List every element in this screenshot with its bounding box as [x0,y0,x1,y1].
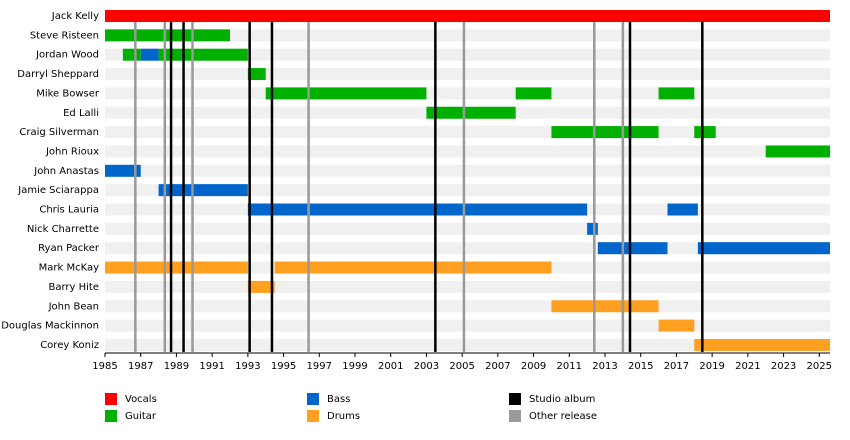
member-label: Chris Lauria [39,205,99,216]
period-bar [426,106,516,119]
period-bar [274,261,552,274]
period-bar [551,126,659,139]
x-tick-label: 1991 [199,361,224,372]
row-stripe [105,300,830,313]
period-bar [158,184,248,197]
x-tick-label: 2007 [485,361,510,372]
period-bar [158,48,248,61]
member-label: Jordan Wood [35,50,99,61]
x-tick-label: 2017 [664,361,689,372]
legend-swatch [509,393,521,405]
period-bar [515,87,552,100]
legend-label: Bass [327,394,350,405]
legend-label: Drums [327,411,360,422]
x-tick-label: 1997 [307,361,332,372]
member-label: John Bean [48,301,99,312]
x-tick-label: 1985 [92,361,117,372]
period-bar [247,203,588,216]
row-stripe [105,87,830,100]
period-bar [247,68,266,81]
legend-label: Guitar [125,411,157,422]
x-tick-label: 2015 [628,361,653,372]
period-bar [265,87,427,100]
period-bar [697,242,830,255]
legend-swatch [307,393,319,405]
member-label: Jack Kelly [51,11,99,22]
member-label: Mike Bowser [36,88,100,99]
legend-label: Vocals [125,394,157,405]
row-stripe [105,338,830,351]
member-label: Nick Charrette [27,224,99,235]
member-label: Ed Lalli [63,108,99,119]
x-tick-label: 1995 [271,361,296,372]
x-tick-label: 2025 [807,361,832,372]
period-bar [587,222,598,235]
legend-label: Studio album [529,394,595,405]
period-bar [105,10,830,22]
x-tick-label: 1987 [128,361,153,372]
period-bar [105,164,141,177]
member-label: Jamie Sciarappa [17,185,99,196]
row-stripe [105,68,830,81]
x-tick-label: 1993 [235,361,260,372]
x-tick-label: 1989 [164,361,189,372]
x-tick-label: 2009 [521,361,546,372]
period-bar [140,48,159,61]
x-tick-label: 1999 [342,361,367,372]
member-label: Ryan Packer [38,243,100,254]
member-label: John Anastas [33,166,99,177]
period-bar [694,338,830,351]
member-label: John Rioux [45,146,99,157]
x-tick-label: 2005 [449,361,474,372]
member-label: Barry Hite [48,282,99,293]
period-bar [658,319,695,332]
legend-label: Other release [529,411,597,422]
period-bar [765,145,830,158]
member-label: Mark McKay [39,263,99,274]
legend-swatch [509,410,521,422]
legend-swatch [105,410,117,422]
x-tick-label: 2013 [592,361,617,372]
period-bar [551,300,659,313]
period-bar [105,261,248,274]
x-tick-label: 2019 [699,361,724,372]
period-bar [667,203,698,216]
member-label: Steve Risteen [30,30,99,41]
x-tick-label: 2023 [771,361,796,372]
x-tick-label: 2003 [414,361,439,372]
period-bar [658,87,695,100]
row-stripe [105,184,830,197]
x-tick-label: 2021 [735,361,760,372]
legend-swatch [307,410,319,422]
x-tick-label: 2001 [378,361,403,372]
period-bar [597,242,668,255]
period-bar [247,280,275,293]
period-bar [694,126,716,139]
x-tick-label: 2011 [557,361,582,372]
row-stripe [105,164,830,177]
member-label: Douglas Mackinnon [1,321,99,332]
member-label: Craig Silverman [19,127,99,138]
row-stripe [105,222,830,235]
row-stripe [105,48,830,61]
row-stripe [105,126,830,139]
member-label: Darryl Sheppard [17,69,99,80]
period-bar [122,48,141,61]
row-stripe [105,319,830,332]
row-stripe [105,145,830,158]
member-label: Corey Koniz [40,340,99,351]
period-bar [105,29,230,42]
row-stripe [105,29,830,42]
row-stripe [105,280,830,293]
legend-swatch [105,393,117,405]
